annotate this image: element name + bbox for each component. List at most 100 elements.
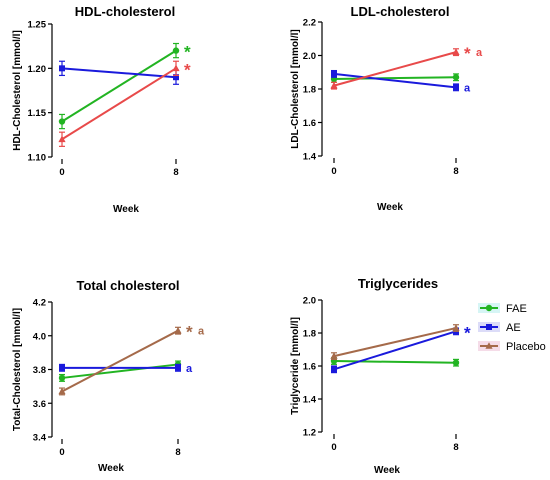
data-point bbox=[452, 48, 460, 55]
series-line bbox=[333, 72, 457, 89]
series-line bbox=[61, 67, 177, 141]
x-axis-title: Week bbox=[98, 463, 124, 474]
chart-triglycerides: Triglycerides 1.2 1.4 1.6 1.8 2.0 0 8 Triglyceri… bbox=[290, 276, 471, 476]
legend-marker bbox=[486, 324, 492, 330]
data-point bbox=[59, 364, 65, 371]
y-tick-label: 1.8 bbox=[303, 85, 316, 96]
series-placebo: * bbox=[58, 60, 191, 147]
y-tick-label: 1.25 bbox=[28, 20, 47, 31]
series-line bbox=[333, 51, 457, 87]
series-placebo: * a bbox=[58, 323, 205, 396]
x-tick-label: 0 bbox=[59, 447, 64, 458]
data-point bbox=[173, 74, 179, 81]
x-axis-title: Week bbox=[113, 204, 139, 215]
y-tick-label: 1.10 bbox=[28, 153, 47, 164]
data-point bbox=[452, 74, 460, 81]
data-point bbox=[452, 359, 460, 366]
y-axis-title: Triglyceride [mmol/l] bbox=[290, 317, 301, 415]
x-tick-label: 0 bbox=[331, 442, 336, 453]
significance-label: * bbox=[186, 323, 193, 342]
legend-label: AE bbox=[506, 322, 521, 334]
data-point bbox=[58, 118, 66, 125]
legend-label: Placebo bbox=[506, 341, 546, 353]
x-tick-label: 0 bbox=[59, 167, 64, 178]
series-placebo: * a bbox=[330, 44, 483, 90]
y-tick-label: 4.2 bbox=[33, 298, 46, 309]
chart-title: LDL-cholesterol bbox=[351, 4, 450, 19]
series-ae: * bbox=[331, 323, 471, 374]
y-tick-label: 2.0 bbox=[303, 51, 316, 62]
y-tick-label: 1.15 bbox=[28, 108, 47, 119]
series-line bbox=[61, 363, 179, 379]
legend-marker bbox=[485, 304, 493, 312]
x-tick-label: 8 bbox=[453, 442, 458, 453]
data-point bbox=[58, 135, 66, 143]
data-point bbox=[453, 84, 459, 91]
x-tick-label: 8 bbox=[453, 166, 458, 177]
y-tick-label: 4.0 bbox=[33, 331, 46, 342]
data-point bbox=[174, 326, 182, 334]
y-axis-title: HDL-Cholesterol [mmol/l] bbox=[12, 30, 23, 151]
x-tick-label: 8 bbox=[173, 167, 178, 178]
chart-hdl-cholesterol: HDL-cholesterol 1.10 1.15 1.20 1.25 0 8 HDL-Cho… bbox=[12, 4, 191, 215]
chart-title: Total cholesterol bbox=[76, 278, 179, 293]
data-point bbox=[59, 65, 65, 72]
chart-title: Triglycerides bbox=[358, 276, 438, 291]
legend-marker bbox=[485, 342, 493, 349]
series-line bbox=[61, 67, 177, 79]
significance-label: a bbox=[198, 326, 205, 338]
data-point bbox=[58, 374, 66, 382]
series-ae: a bbox=[59, 363, 193, 375]
y-tick-label: 1.2 bbox=[303, 428, 316, 439]
data-point bbox=[330, 352, 338, 359]
significance-label: a bbox=[476, 47, 483, 59]
series-ae: a bbox=[331, 69, 471, 94]
data-point bbox=[452, 324, 460, 331]
data-point bbox=[172, 47, 180, 54]
y-tick-label: 1.8 bbox=[303, 329, 316, 340]
y-axis-title: LDL-Cholesterol [mmol/l] bbox=[290, 29, 301, 148]
significance-label: * bbox=[184, 60, 191, 79]
y-tick-label: 1.20 bbox=[28, 64, 47, 75]
y-tick-label: 1.6 bbox=[303, 362, 316, 373]
data-point bbox=[172, 64, 180, 72]
significance-label: * bbox=[464, 44, 471, 63]
chart-title: HDL-cholesterol bbox=[75, 4, 175, 19]
series-line bbox=[333, 360, 457, 364]
x-tick-label: 0 bbox=[331, 166, 336, 177]
data-point bbox=[330, 81, 338, 89]
legend-label: FAE bbox=[506, 303, 527, 315]
y-tick-label: 2.2 bbox=[303, 18, 316, 29]
y-tick-label: 2.0 bbox=[303, 296, 316, 307]
series-line bbox=[61, 49, 177, 123]
significance-label: * bbox=[184, 43, 191, 62]
data-point bbox=[331, 70, 337, 77]
legend-item-ae: AE bbox=[478, 322, 521, 334]
series-line bbox=[61, 329, 179, 393]
series-line bbox=[333, 76, 457, 80]
y-tick-label: 3.8 bbox=[33, 365, 46, 376]
y-tick-label: 1.4 bbox=[303, 152, 317, 163]
x-axis-title: Week bbox=[374, 465, 400, 476]
significance-label: * bbox=[464, 323, 471, 342]
chart-total-cholesterol: Total cholesterol 3.4 3.6 3.8 4.0 4.2 0 8 Total-… bbox=[12, 278, 205, 474]
series-ae bbox=[59, 60, 179, 85]
legend-item-placebo: Placebo bbox=[478, 341, 546, 353]
series-line bbox=[333, 327, 457, 358]
legend-item-fae: FAE bbox=[478, 303, 527, 315]
data-point bbox=[175, 364, 181, 371]
y-tick-label: 3.6 bbox=[33, 399, 46, 410]
significance-label: a bbox=[464, 82, 471, 94]
significance-label: a bbox=[186, 363, 193, 375]
series-line bbox=[333, 330, 457, 371]
chart-ldl-cholesterol: LDL-cholesterol 1.4 1.6 1.8 2.0 2.2 0 8 LDL-Chol… bbox=[290, 4, 483, 213]
x-tick-label: 8 bbox=[175, 447, 180, 458]
data-point bbox=[331, 366, 337, 373]
x-axis-title: Week bbox=[377, 202, 403, 213]
y-axis-title: Total-Cholesterol [mmol/l] bbox=[12, 308, 23, 431]
series-placebo bbox=[330, 324, 460, 360]
y-tick-label: 1.4 bbox=[303, 395, 317, 406]
series-fae bbox=[58, 360, 182, 382]
y-tick-label: 1.6 bbox=[303, 118, 316, 129]
